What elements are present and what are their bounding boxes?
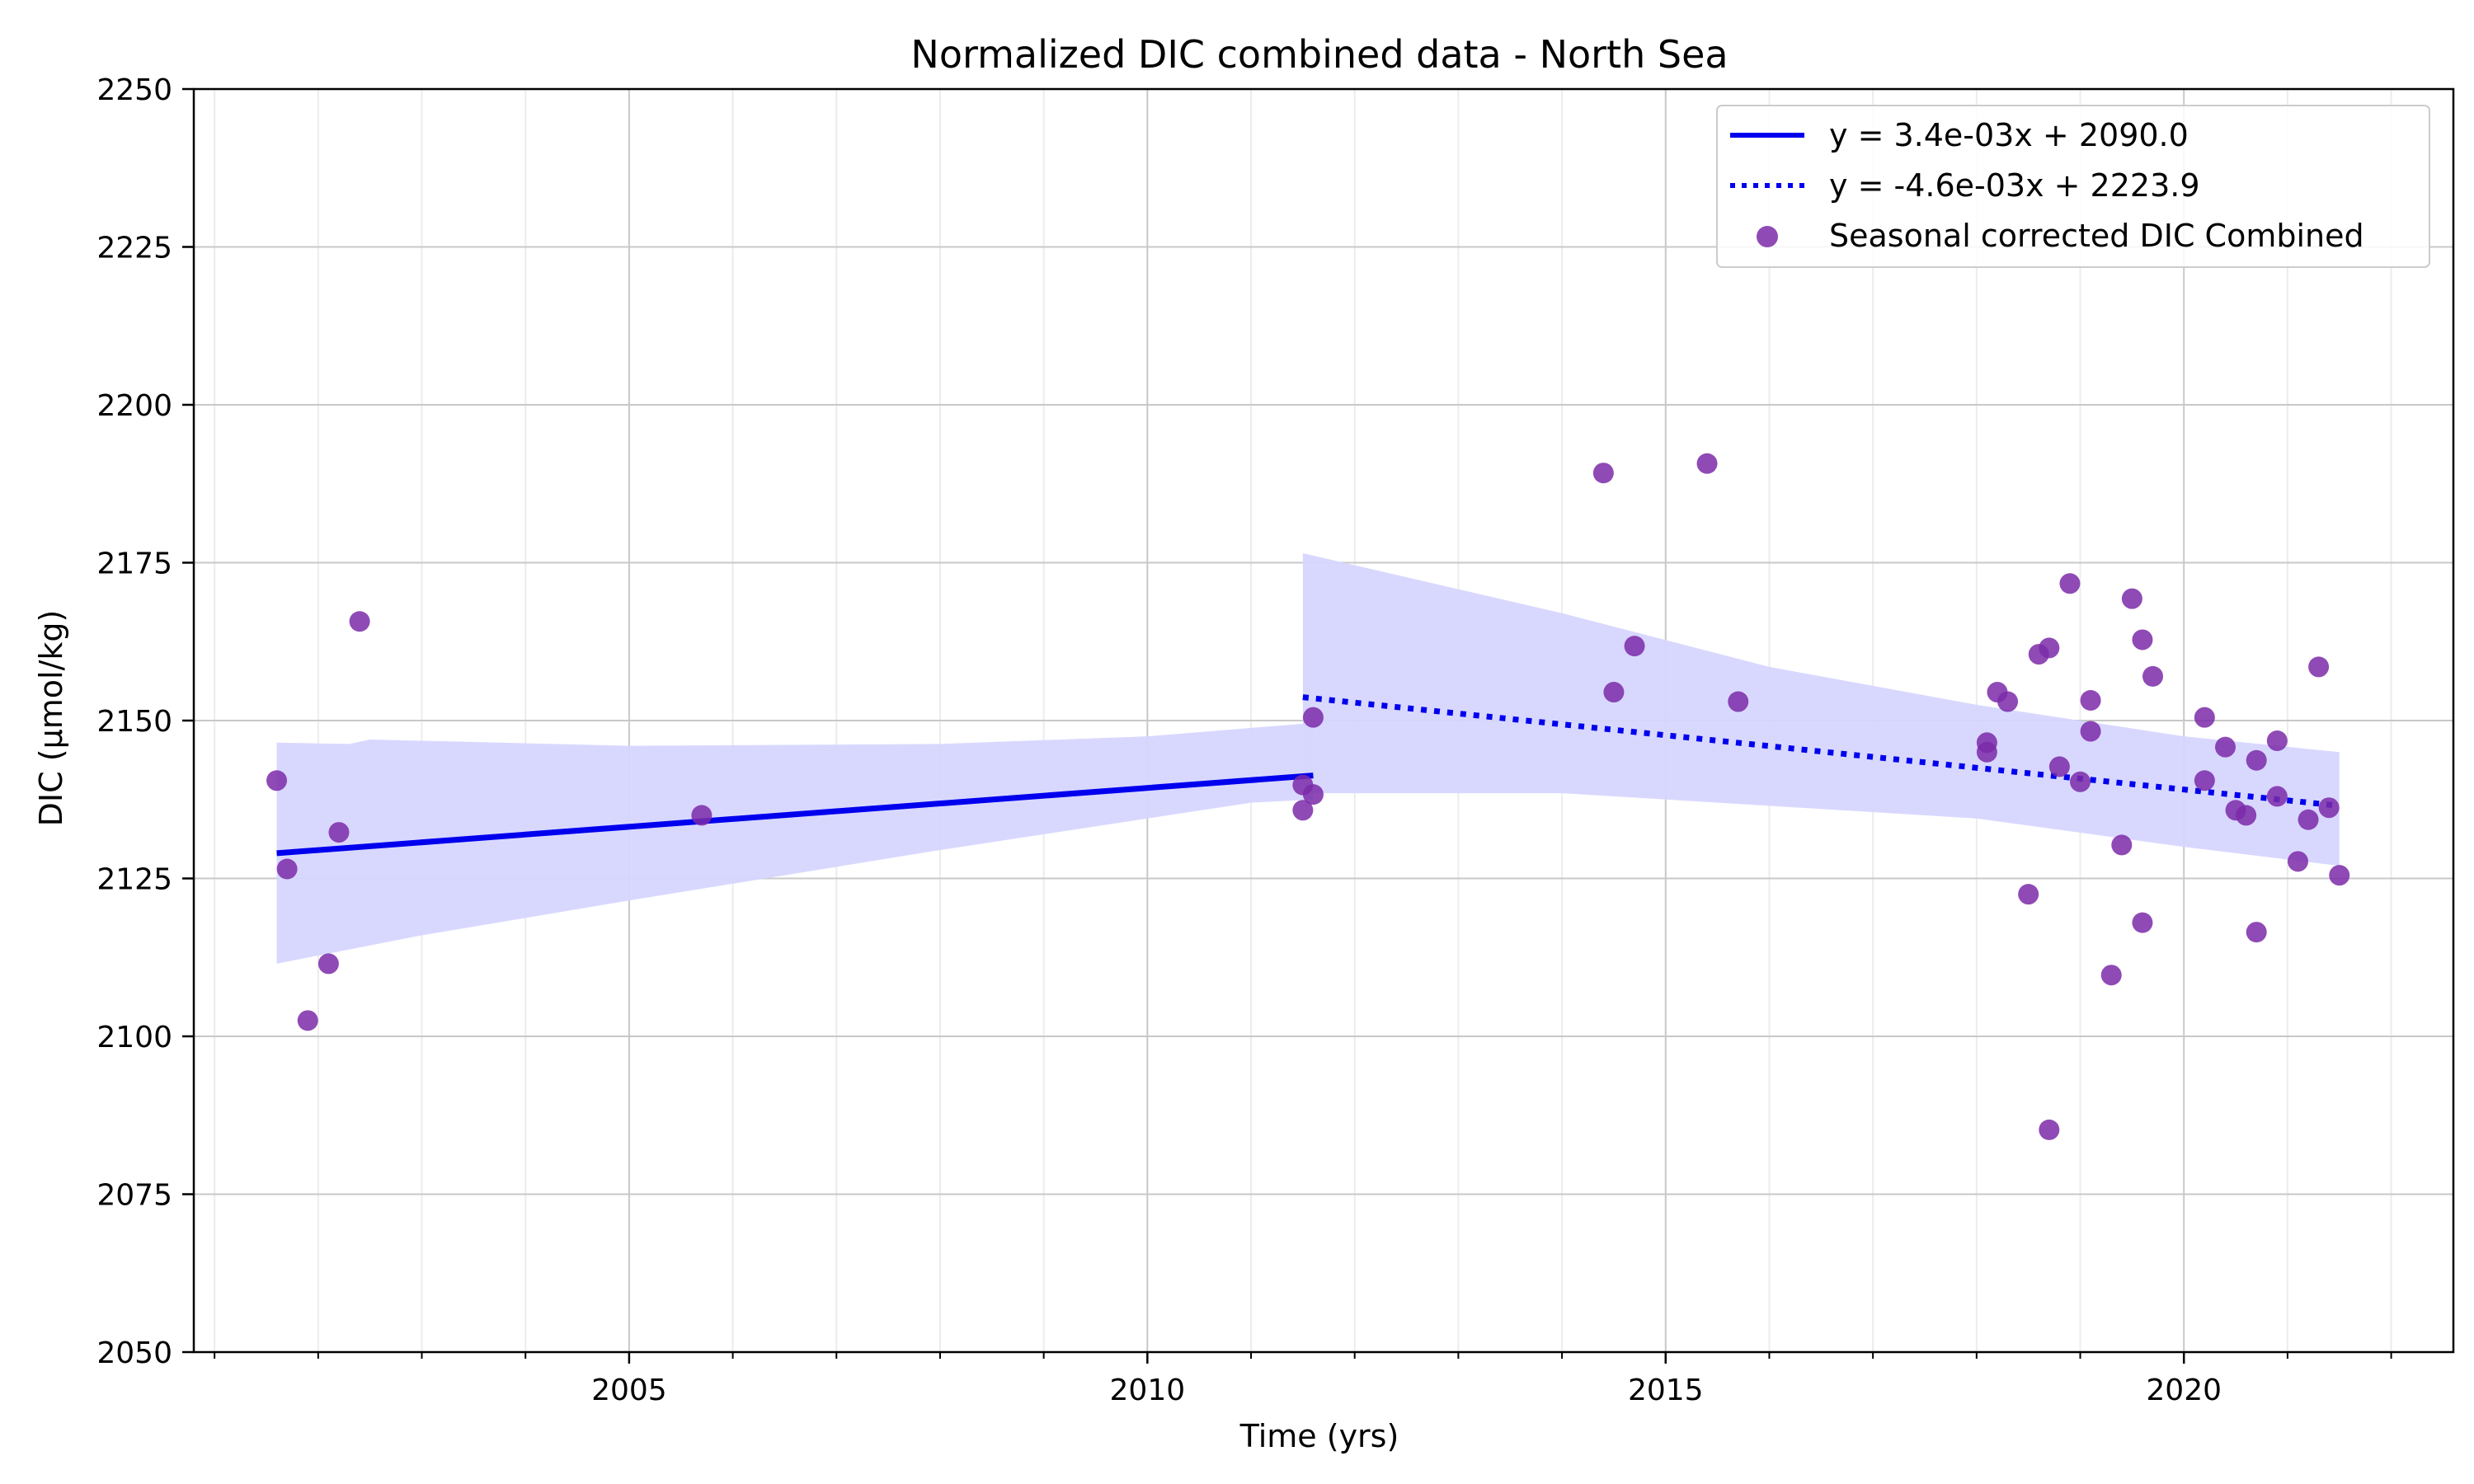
- legend-point-swatch: [1757, 226, 1778, 247]
- data-point: [2214, 736, 2236, 758]
- y-tick-label: 2050: [96, 1336, 172, 1370]
- data-point: [2080, 721, 2101, 742]
- data-point: [2194, 707, 2215, 728]
- legend-entry-dotted-fit: y = -4.6e-03x + 2223.9: [1829, 167, 2200, 204]
- chart-title: Normalized DIC combined data - North Sea: [910, 32, 1728, 77]
- data-point: [266, 770, 288, 791]
- data-point: [276, 858, 298, 880]
- data-point: [328, 822, 350, 843]
- data-point: [1302, 707, 1324, 728]
- data-point: [1997, 691, 2019, 712]
- y-tick-label: 2150: [96, 705, 172, 739]
- data-point: [1592, 463, 1614, 484]
- data-point: [1976, 732, 1997, 754]
- y-tick-label: 2075: [96, 1179, 172, 1213]
- data-point: [2318, 797, 2340, 819]
- y-tick-label: 2225: [96, 232, 172, 265]
- axis-ticks: 2005 2010 2015 2020 2050 2075 2100 2125 2150 2175…: [96, 73, 2392, 1407]
- data-point: [691, 805, 713, 826]
- y-tick-label: 2250: [96, 73, 172, 107]
- y-tick-label: 2175: [96, 547, 172, 581]
- data-point: [2236, 805, 2257, 826]
- data-point: [317, 953, 339, 974]
- data-point: [2039, 1119, 2060, 1140]
- x-axis-label: Time (yrs): [1239, 1418, 1399, 1454]
- data-point: [297, 1010, 318, 1031]
- data-point: [2194, 770, 2215, 791]
- legend-box: [1716, 105, 2430, 268]
- data-point: [2142, 665, 2164, 687]
- data-point: [2298, 809, 2319, 830]
- data-point: [2039, 637, 2060, 659]
- trend-line-dotted: [1302, 694, 2340, 809]
- x-tick-label: 2015: [1628, 1374, 1704, 1407]
- data-point: [2308, 656, 2330, 678]
- legend-entry-scatter: Seasonal corrected DIC Combined: [1829, 218, 2364, 254]
- data-point: [1603, 682, 1625, 703]
- data-point: [1728, 691, 1749, 712]
- x-tick-label: 2010: [1110, 1374, 1186, 1407]
- trend-line-solid: [276, 773, 1314, 857]
- data-point: [2132, 912, 2153, 933]
- data-points: [266, 453, 2350, 1140]
- data-point: [2059, 573, 2081, 594]
- data-point: [1302, 784, 1324, 805]
- data-point: [2266, 730, 2288, 752]
- legend-entry-solid-fit: y = 3.4e-03x + 2090.0: [1829, 117, 2189, 153]
- confidence-band-1: [276, 721, 1314, 964]
- data-point: [2329, 865, 2350, 886]
- y-tick-label: 2100: [96, 1021, 172, 1054]
- data-point: [2070, 771, 2091, 792]
- data-point: [1696, 453, 1718, 474]
- data-point: [1624, 636, 1645, 657]
- data-point: [2266, 786, 2288, 807]
- data-point: [2121, 588, 2142, 609]
- data-point: [2246, 922, 2267, 943]
- legend: y = 3.4e-03x + 2090.0 y = -4.6e-03x + 22…: [1716, 105, 2430, 268]
- data-point: [349, 611, 370, 632]
- data-point: [1292, 800, 1314, 821]
- x-tick-label: 2005: [591, 1374, 667, 1407]
- data-point: [2080, 689, 2101, 711]
- data-point: [2100, 965, 2122, 986]
- data-point: [2111, 834, 2133, 856]
- y-tick-label: 2200: [96, 389, 172, 423]
- data-point: [2048, 756, 2070, 777]
- data-point: [2246, 749, 2267, 771]
- data-point: [2132, 629, 2153, 650]
- data-point: [2018, 884, 2039, 905]
- trend-lines: [276, 694, 2340, 857]
- y-tick-label: 2125: [96, 863, 172, 897]
- x-tick-label: 2020: [2146, 1374, 2222, 1407]
- y-axis-label: DIC (µmol/kg): [33, 610, 69, 827]
- data-point: [2287, 851, 2308, 872]
